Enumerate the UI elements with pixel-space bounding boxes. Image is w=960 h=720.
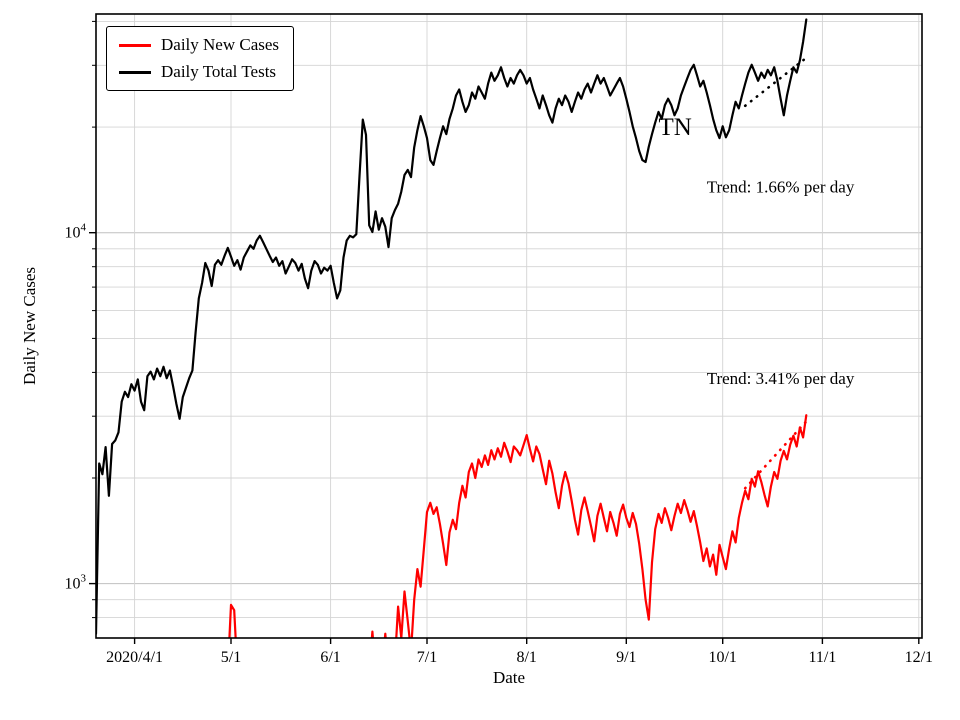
legend-swatch-black-line [119, 70, 151, 74]
x-tick-label: 10/1 [708, 649, 736, 666]
x-tick-label: 8/1 [516, 649, 536, 666]
series-daily-new-cases [228, 414, 808, 638]
x-tick-label: 9/1 [616, 649, 636, 666]
legend-entry-daily-new-cases: Daily New Cases [119, 35, 280, 55]
y-tick-label: 103 [65, 573, 87, 593]
x-tick-label: 2020/4/1 [106, 649, 163, 666]
x-tick-label: 11/1 [808, 649, 836, 666]
series-daily-total-tests [96, 18, 808, 635]
x-tick-label: 12/1 [905, 649, 933, 666]
x-tick-label: 5/1 [221, 649, 241, 666]
legend-entry-daily-total-tests: Daily Total Tests [119, 61, 279, 82]
trend-line-daily-new-cases [743, 420, 808, 490]
annotation-trend-3-41-per-day: Trend: 3.41% per day [707, 369, 855, 388]
y-tick-label: 104 [65, 222, 87, 242]
x-tick-label: 7/1 [417, 649, 437, 666]
annotation-trend-1-66-per-day: Trend: 1.66% per day [707, 178, 855, 197]
legend-label: Daily Total Tests [161, 61, 277, 81]
x-tick-label: 6/1 [320, 649, 340, 666]
plot-border [95, 13, 923, 639]
legend-swatch-red-line [119, 43, 151, 47]
legend: Daily New Cases Daily Total Tests [106, 26, 295, 92]
annotation-tn: TN [659, 114, 692, 141]
legend-label: Daily New Cases [161, 35, 280, 54]
y-axis-label: Daily New Cases [20, 266, 39, 386]
x-axis-label: Date [492, 668, 526, 687]
